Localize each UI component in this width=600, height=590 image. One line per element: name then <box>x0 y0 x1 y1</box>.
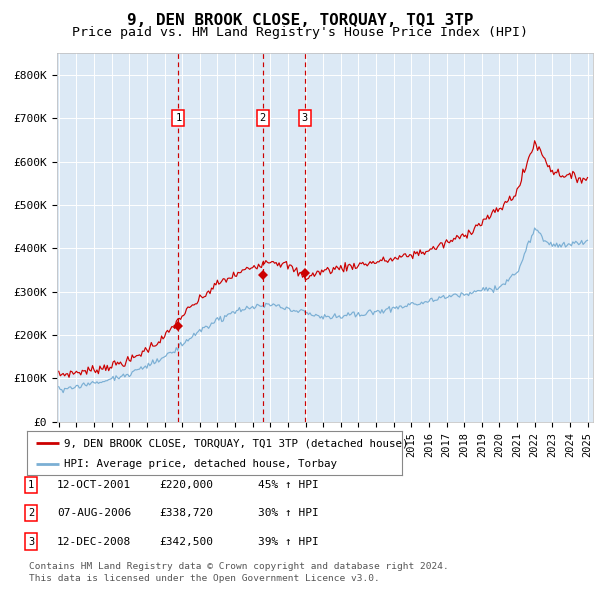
Text: Price paid vs. HM Land Registry's House Price Index (HPI): Price paid vs. HM Land Registry's House … <box>72 26 528 39</box>
Text: Contains HM Land Registry data © Crown copyright and database right 2024.: Contains HM Land Registry data © Crown c… <box>29 562 449 571</box>
Text: 12-OCT-2001: 12-OCT-2001 <box>57 480 131 490</box>
Text: 39% ↑ HPI: 39% ↑ HPI <box>258 537 319 546</box>
Text: 9, DEN BROOK CLOSE, TORQUAY, TQ1 3TP (detached house): 9, DEN BROOK CLOSE, TORQUAY, TQ1 3TP (de… <box>65 438 409 448</box>
Text: 3: 3 <box>302 113 308 123</box>
Text: 1: 1 <box>28 480 34 490</box>
Text: 07-AUG-2006: 07-AUG-2006 <box>57 509 131 518</box>
Text: 9, DEN BROOK CLOSE, TORQUAY, TQ1 3TP: 9, DEN BROOK CLOSE, TORQUAY, TQ1 3TP <box>127 13 473 28</box>
Text: This data is licensed under the Open Government Licence v3.0.: This data is licensed under the Open Gov… <box>29 574 380 583</box>
Text: HPI: Average price, detached house, Torbay: HPI: Average price, detached house, Torb… <box>65 459 337 469</box>
Text: 45% ↑ HPI: 45% ↑ HPI <box>258 480 319 490</box>
Text: 2: 2 <box>260 113 266 123</box>
Text: 12-DEC-2008: 12-DEC-2008 <box>57 537 131 546</box>
Text: 30% ↑ HPI: 30% ↑ HPI <box>258 509 319 518</box>
Text: £342,500: £342,500 <box>159 537 213 546</box>
Text: £338,720: £338,720 <box>159 509 213 518</box>
Text: 1: 1 <box>175 113 182 123</box>
Text: 3: 3 <box>28 537 34 546</box>
Text: £220,000: £220,000 <box>159 480 213 490</box>
Text: 2: 2 <box>28 509 34 518</box>
